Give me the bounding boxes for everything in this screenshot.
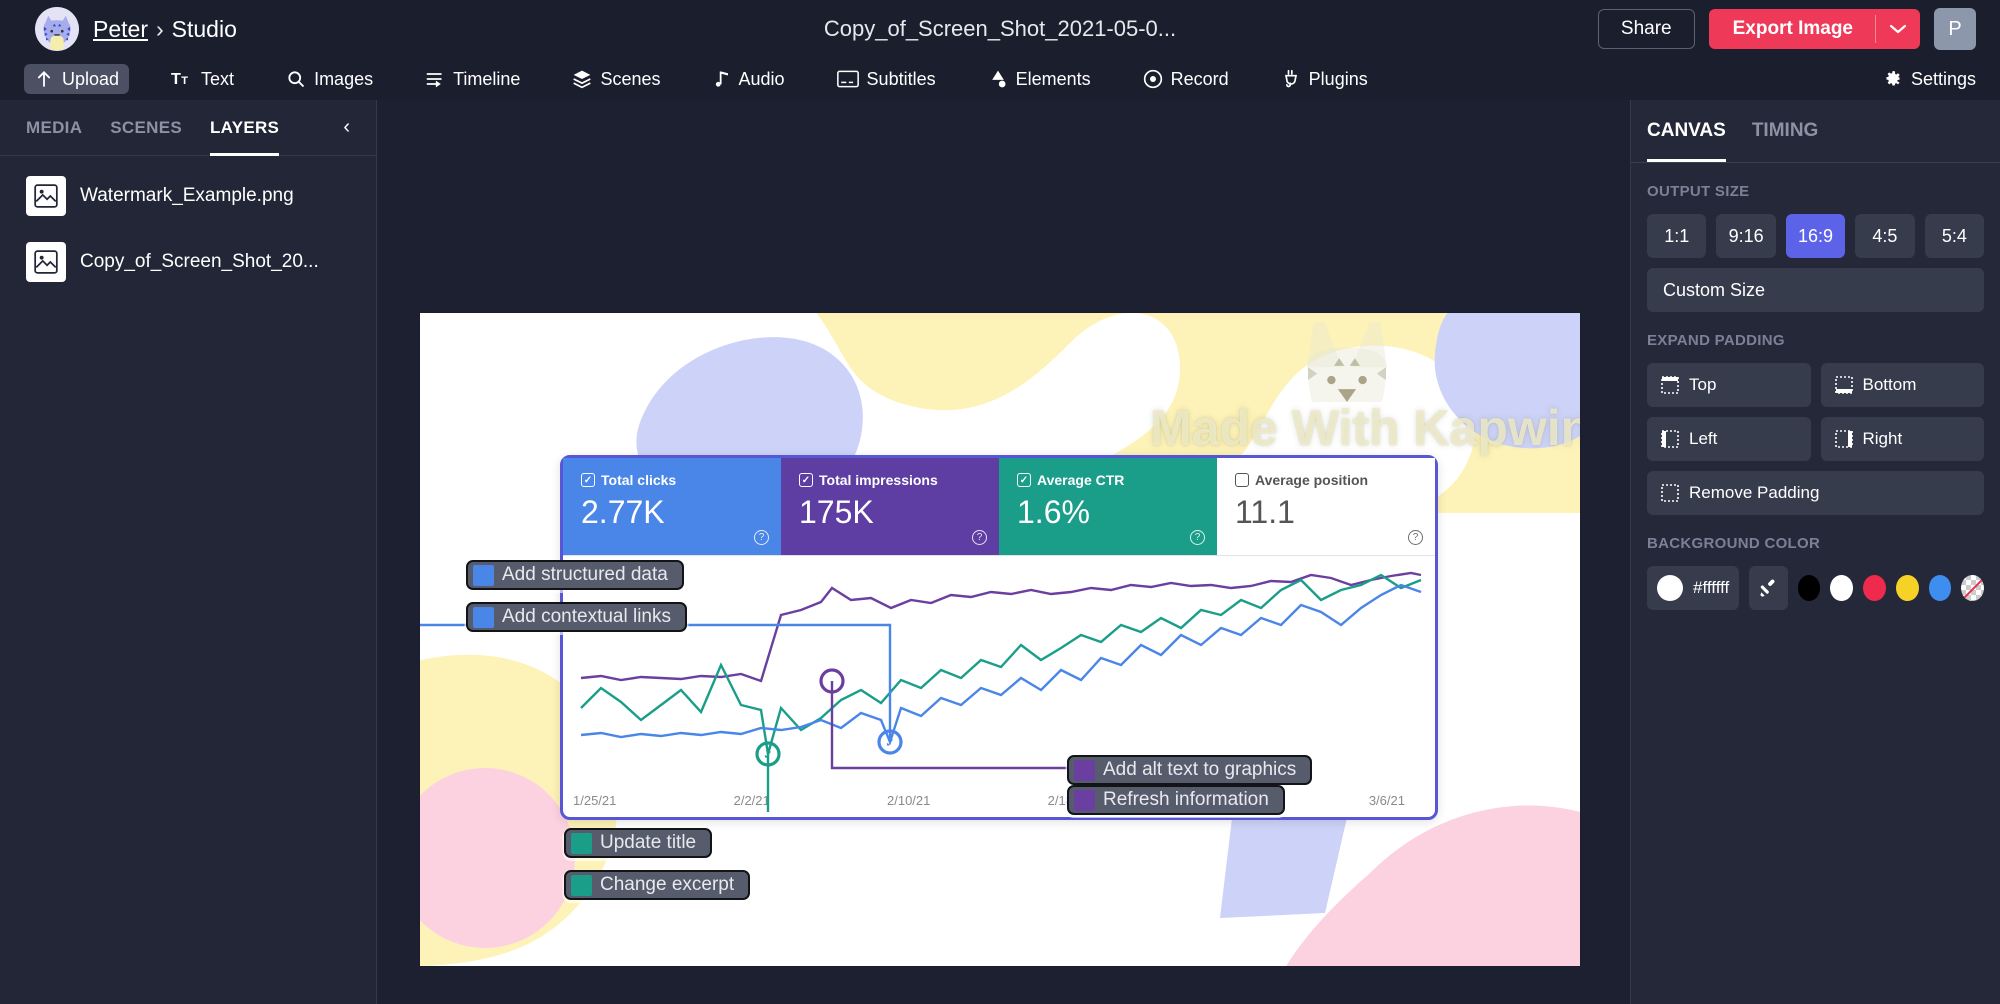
svg-text:✓: ✓: [885, 736, 895, 750]
svg-text:T: T: [181, 75, 188, 87]
svg-text:✓: ✓: [763, 748, 773, 762]
svg-text:T: T: [171, 70, 181, 88]
